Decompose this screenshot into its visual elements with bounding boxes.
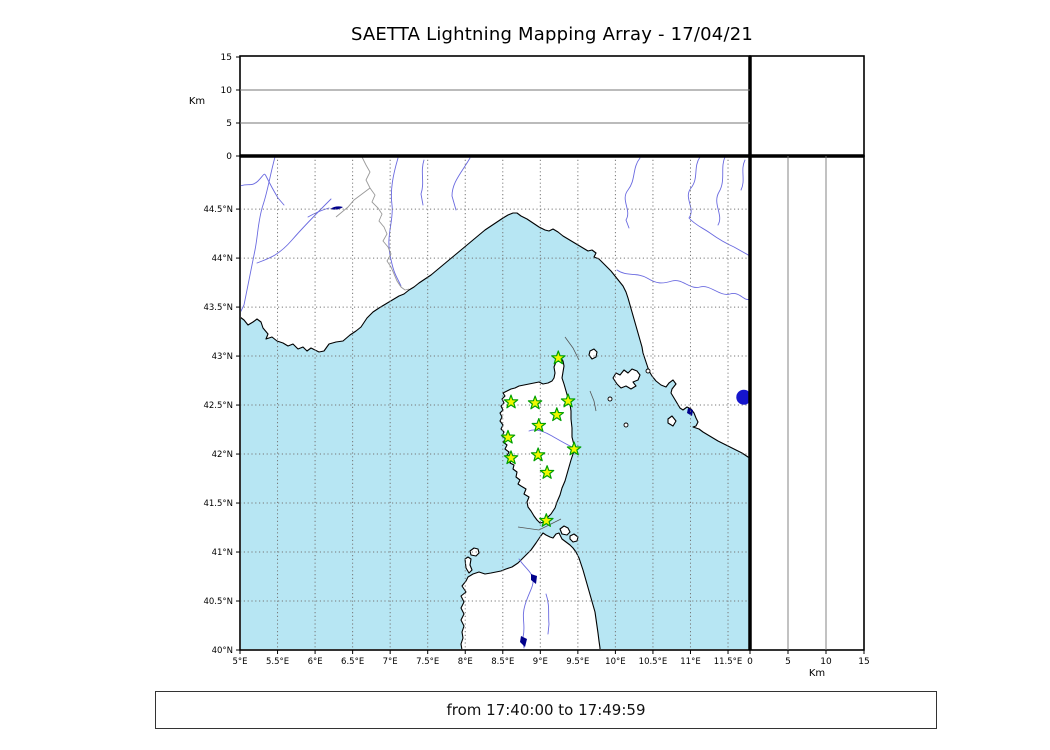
lat-tick-label: 43°N <box>212 352 233 362</box>
lma-station-marker <box>503 450 519 465</box>
river <box>388 157 402 287</box>
island-asinara <box>469 547 480 557</box>
lat-tick-label: 44°N <box>212 254 233 264</box>
river <box>740 159 746 191</box>
lma-station-marker <box>551 350 566 365</box>
lma-station-marker <box>539 465 555 479</box>
island-capraia <box>588 348 598 360</box>
panel-frame-right <box>749 155 865 651</box>
lat-tick-label: 40°N <box>212 646 233 656</box>
lon-tick-label: 5.5°E <box>266 657 289 667</box>
lake <box>687 408 693 416</box>
coastline-mainland <box>241 157 749 459</box>
lon-tick-label: 8°E <box>458 657 473 667</box>
river <box>616 269 749 300</box>
lma-station-marker <box>500 429 516 444</box>
river <box>545 593 550 635</box>
lat-tick-label: 41°N <box>212 548 233 558</box>
lma-station-marker <box>503 394 519 409</box>
lon-tick-label: 8.5°E <box>491 657 514 667</box>
alt-tick-label: 10 <box>820 657 832 667</box>
island-elba <box>612 368 641 390</box>
lon-tick-label: 7.5°E <box>416 657 439 667</box>
lat-tick-label: 42.5°N <box>203 401 233 411</box>
lma-station-marker <box>530 447 546 462</box>
lon-tick-label: 9.5°E <box>566 657 589 667</box>
lma-station-marker <box>527 395 543 410</box>
lat-tick-label: 42°N <box>212 450 233 460</box>
lat-tick-label: 41.5°N <box>203 499 233 509</box>
islet <box>607 396 613 402</box>
line-feature <box>589 390 597 412</box>
lon-tick-label: 6°E <box>308 657 323 667</box>
lma-station-marker <box>531 418 547 432</box>
map-layer <box>241 157 749 649</box>
islet <box>623 422 629 428</box>
event-dot-marker <box>736 389 749 405</box>
lake <box>531 574 537 584</box>
river <box>518 558 534 649</box>
alt-tick-label: 5 <box>226 119 232 129</box>
lat-tick-label: 40.5°N <box>203 597 233 607</box>
alt-tick-label: 0 <box>226 152 232 162</box>
islet <box>645 368 651 374</box>
lon-tick-label: 9°E <box>533 657 548 667</box>
river <box>716 157 726 226</box>
river <box>420 159 425 206</box>
alt-tick-label: 0 <box>747 657 753 667</box>
river <box>624 157 641 229</box>
lon-tick-label: 11.5°E <box>714 657 743 667</box>
island-giglio <box>667 415 677 427</box>
panel-frame-top <box>239 55 751 157</box>
lma-station-marker <box>549 407 565 422</box>
lma-station-marker <box>560 393 576 408</box>
lon-tick-label: 11°E <box>680 657 700 667</box>
km-axis-label: Km <box>189 96 205 107</box>
river <box>241 173 285 206</box>
lma-station-marker <box>539 513 554 527</box>
lon-tick-label: 10°E <box>605 657 625 667</box>
island-asinara <box>464 556 473 574</box>
lat-tick-label: 44.5°N <box>203 205 233 215</box>
figure-title: SAETTA Lightning Mapping Array - 17/04/2… <box>350 24 754 45</box>
line-feature <box>517 518 562 531</box>
lat-tick-label: 43.5°N <box>203 303 233 313</box>
time-range-text: from 17:40:00 to 17:49:59 <box>446 701 646 719</box>
time-range-box: from 17:40:00 to 17:49:59 <box>155 691 937 729</box>
alt-tick-label: 5 <box>785 657 791 667</box>
island-maddalena <box>569 533 579 543</box>
alt-tick-label: 15 <box>221 53 232 63</box>
country-border <box>361 157 410 291</box>
line-feature <box>564 336 580 361</box>
alt-tick-label: 15 <box>858 657 869 667</box>
panel-frame-square <box>749 55 865 157</box>
lon-tick-label: 6.5°E <box>341 657 364 667</box>
river <box>241 157 276 313</box>
island-maddalena <box>559 525 571 536</box>
alt-tick-label: 10 <box>221 86 233 96</box>
km-axis-label: Km <box>809 668 825 679</box>
lma-station-marker <box>566 441 582 456</box>
country-border <box>335 187 371 218</box>
river <box>687 157 749 256</box>
lon-tick-label: 5°E <box>232 657 247 667</box>
river <box>451 157 471 211</box>
lake <box>520 636 527 647</box>
lon-tick-label: 7°E <box>383 657 398 667</box>
lon-tick-label: 10.5°E <box>639 657 668 667</box>
